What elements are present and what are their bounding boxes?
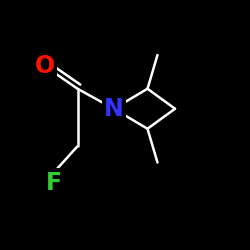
Text: F: F <box>46 170 62 194</box>
Text: O: O <box>35 54 55 78</box>
Text: N: N <box>104 97 124 121</box>
